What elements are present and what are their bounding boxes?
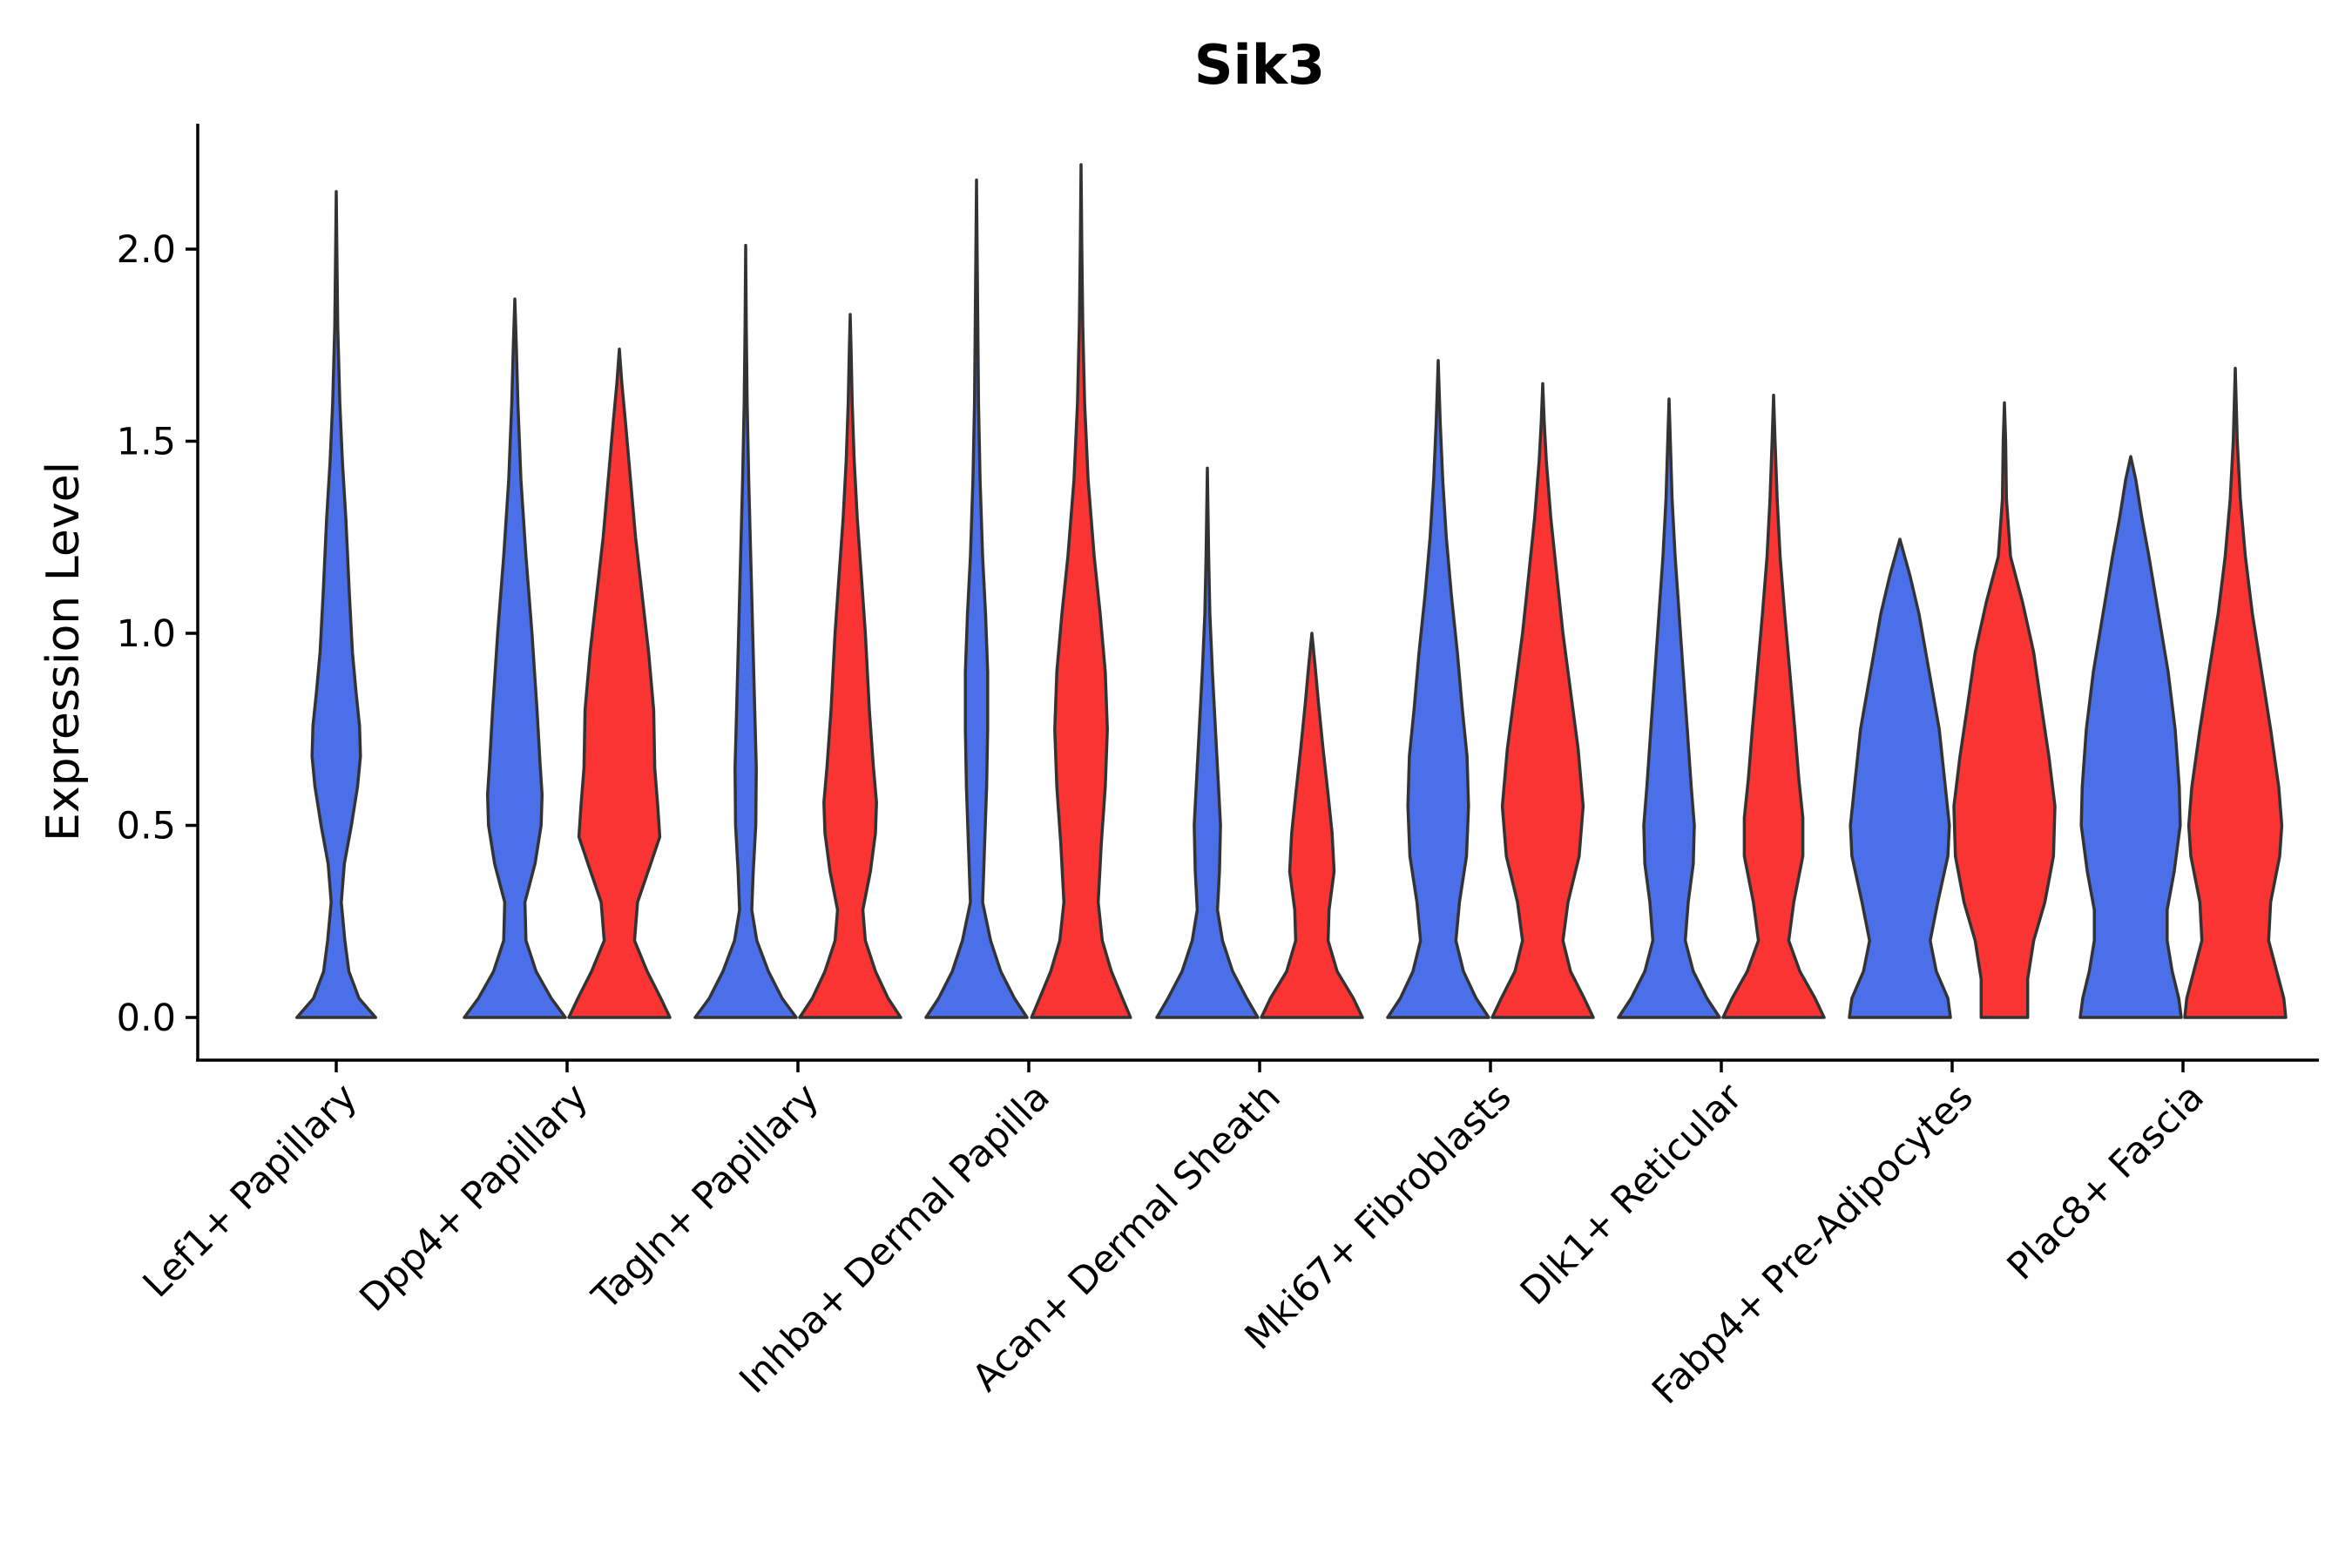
y-tick-label: 1.0 — [117, 612, 176, 656]
x-tick-label: Plac8+ Fascia — [1999, 1075, 2213, 1288]
violin-red — [1260, 632, 1364, 1019]
y-tick-label: 2.0 — [117, 228, 176, 272]
x-tick-label: Dlk1+ Reticular — [1512, 1075, 1751, 1314]
violin-red — [798, 313, 902, 1019]
y-axis-title: Expression Level — [37, 462, 90, 841]
violin-blue — [924, 178, 1029, 1019]
y-tick-label: 0.5 — [117, 805, 176, 848]
violin-red — [1030, 163, 1132, 1019]
x-tick-label: Lef1+ Papillary — [135, 1075, 366, 1306]
violin-red — [567, 347, 672, 1019]
y-tick-label: 1.5 — [117, 421, 176, 464]
violin-blue — [1848, 537, 1952, 1019]
violin-blue — [1155, 466, 1260, 1019]
violin-red — [2183, 366, 2288, 1019]
violin-blue — [2078, 455, 2183, 1019]
violin-red — [1952, 401, 2057, 1019]
x-tick-label: Mki67+ Fibroblasts — [1237, 1075, 1520, 1358]
x-tick-label: Tagln+ Papillary — [584, 1075, 828, 1319]
y-tick-label: 0.0 — [117, 997, 176, 1040]
violins-layer — [295, 163, 2288, 1019]
violin-red — [1490, 382, 1595, 1019]
violin-blue — [1617, 397, 1721, 1019]
violin-red — [1721, 393, 1826, 1019]
y-axis: 0.0 0.5 1.0 1.5 2.0 — [117, 228, 198, 1040]
violin-blue — [295, 190, 377, 1019]
chart-title: Sik3 — [1194, 33, 1325, 97]
violin-blue — [693, 243, 798, 1019]
violin-blue — [1386, 359, 1490, 1019]
violin-blue — [463, 297, 567, 1019]
x-tick-label: Dpp4+ Papillary — [352, 1075, 597, 1320]
